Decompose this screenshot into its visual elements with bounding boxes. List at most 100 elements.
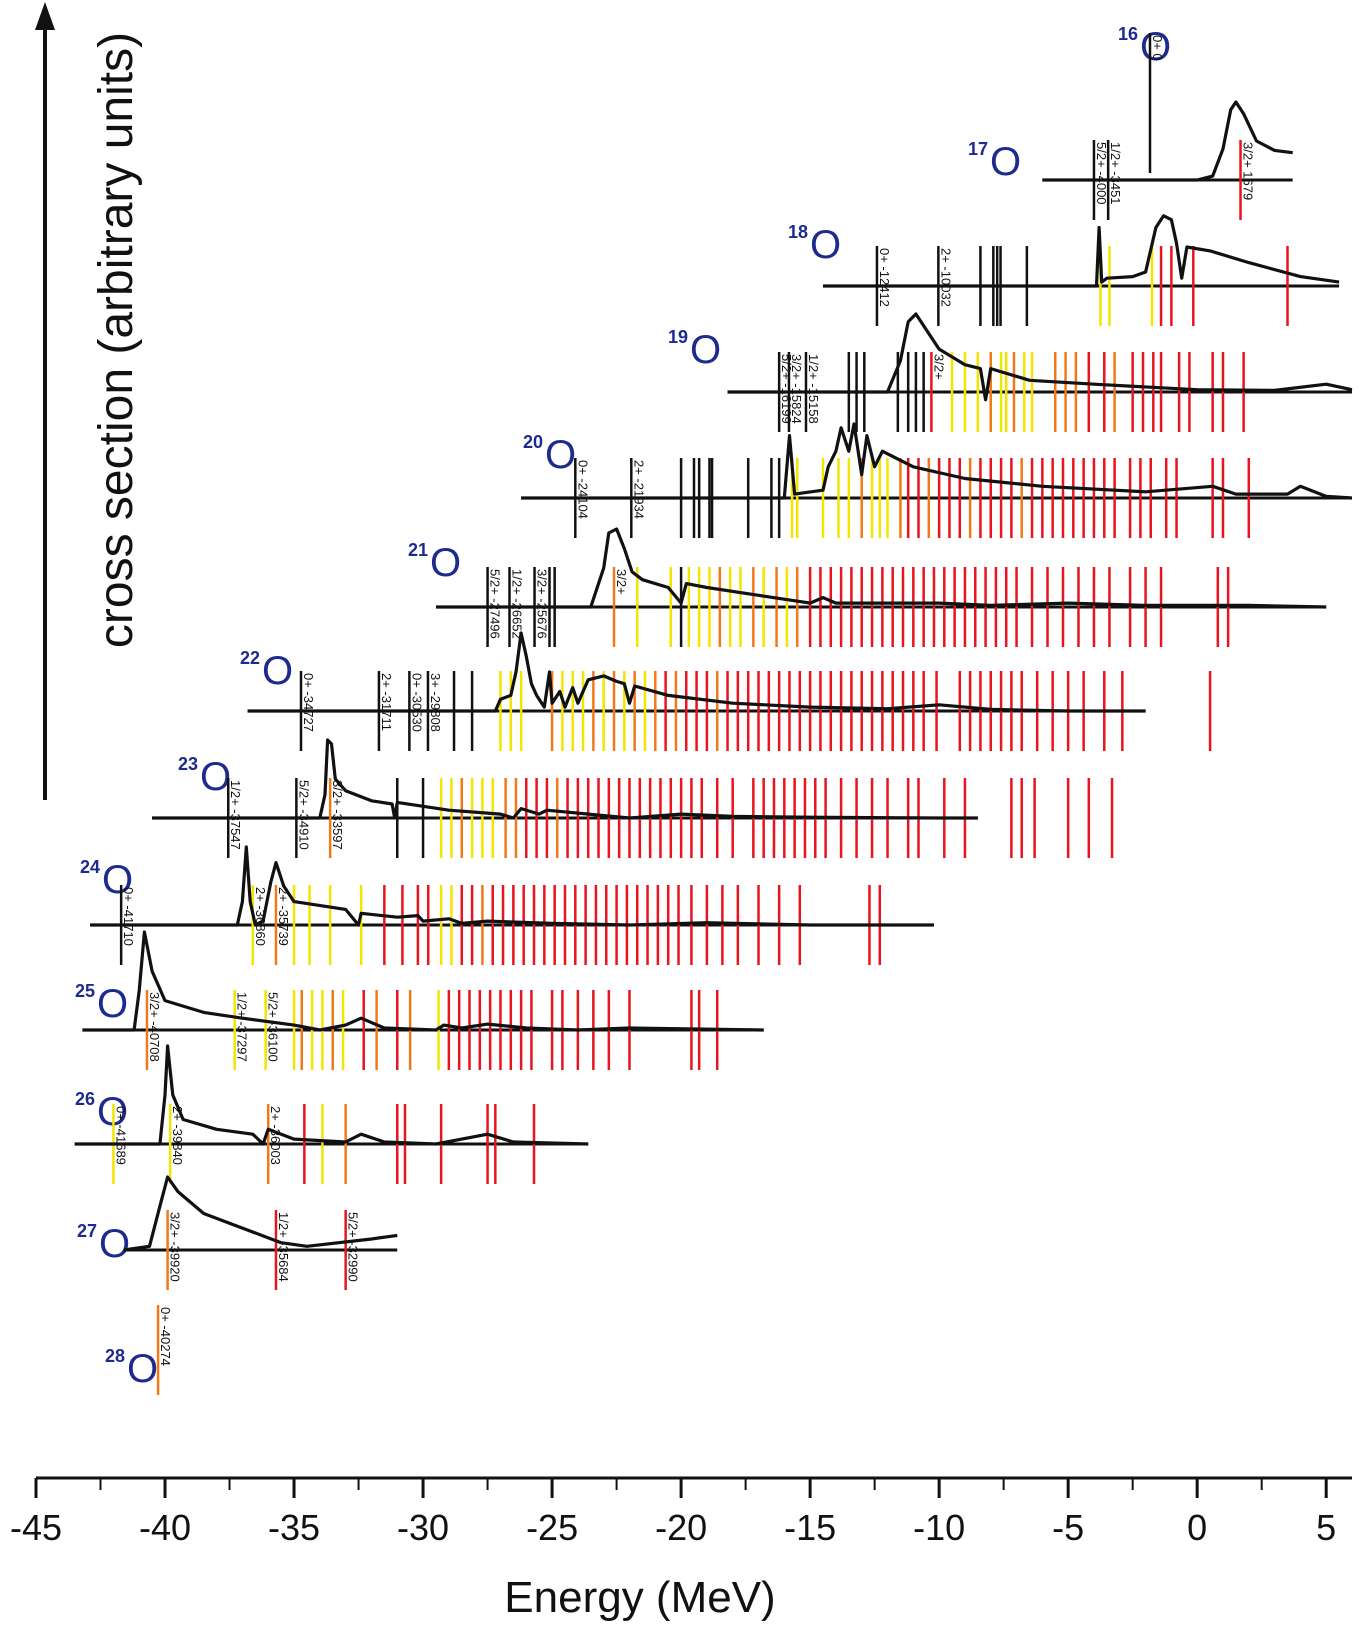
bound-state-label: 1/2+ -26652	[510, 569, 525, 639]
isotope-row-17: 17 O 3/2+ 1679 5/2+ -4000 1/2+ -3451	[968, 100, 1293, 220]
isotope-mass-number: 23	[178, 754, 198, 774]
bound-state-label: 1/2+ -37547	[228, 780, 243, 850]
isotope-symbol: O	[545, 433, 576, 477]
level-label: 2+ -36860	[253, 887, 268, 946]
isotope-symbol: O	[1140, 25, 1171, 69]
isotope-row-24: 24 O 2+ -36860 2+ -35739 0+ -41710	[80, 845, 934, 965]
isotope-row-21: 21 O 3/2+ 5/2+ -27496 1/2+ -26652 3/2+ -25676	[408, 527, 1327, 647]
bound-state-label: 5/2+ -4000	[1094, 142, 1109, 205]
x-axis: -45 -40 -35 -30 -25 -20 -15 -10 -5 0 5 Energy (MeV…	[10, 1476, 1352, 1622]
isotope-mass-number: 20	[523, 432, 543, 452]
isotope-mass-number: 18	[788, 222, 808, 242]
bound-state-label: 2+ -10032	[938, 248, 953, 307]
cross-section-curve	[247, 631, 1146, 713]
isotope-row-23: 23 O 3/2+ -33597 1/2+ -37547 5/2+ -34910	[152, 738, 1114, 858]
x-axis-ticks: -45 -40 -35 -30 -25 -20 -15 -10 -5 0 5	[10, 1478, 1336, 1548]
cross-section-curve	[123, 1175, 398, 1252]
bound-state-label: 1/2+ -3451	[1108, 142, 1123, 205]
bound-state-label: 5/2+ -34910	[296, 780, 311, 850]
isotope-symbol: O	[262, 649, 293, 693]
isotope-row-25: 25 O 3/2+ -40708 1/2+ -37297 5/2+ -36100	[75, 930, 764, 1070]
isotope-mass-number: 21	[408, 540, 428, 560]
level-label: 2+ -36003	[268, 1106, 283, 1165]
bound-state-label: 5/2+ -16199	[779, 354, 794, 424]
x-tick-label: -10	[913, 1507, 965, 1548]
bound-state-label: 3/2+ -15824	[789, 354, 804, 424]
level-label: 3/2+ -39920	[168, 1212, 183, 1282]
cross-section-curve	[436, 527, 1327, 609]
x-tick-label: -25	[526, 1507, 578, 1548]
isotope-symbol: O	[990, 140, 1021, 184]
cross-section-curve	[74, 1044, 589, 1146]
bound-state-label: 3/2+ -25676	[535, 569, 550, 639]
x-tick-label: -45	[10, 1507, 62, 1548]
x-tick-label: -30	[397, 1507, 449, 1548]
level-label: 0+ -40274	[158, 1307, 173, 1366]
isotope-mass-number: 22	[240, 648, 260, 668]
level-label: 3/2+	[931, 354, 946, 380]
x-axis-label: Energy (MeV)	[504, 1573, 775, 1622]
cross-section-curve	[521, 422, 1353, 500]
bound-state-label: 0+ 0	[1150, 35, 1165, 61]
level-label: 3/2+ 1679	[1241, 142, 1256, 200]
bound-state-label: 0+ -30530	[409, 673, 424, 732]
isotope-symbol: O	[97, 982, 128, 1026]
isotope-mass-number: 16	[1118, 24, 1138, 44]
level-label: 3/2+ -40708	[147, 992, 162, 1062]
bound-state-label: 2+ -21934	[631, 460, 646, 519]
isotope-symbol: O	[690, 328, 721, 372]
level-label: 3/2+ -33597	[330, 780, 345, 850]
cross-section-curve	[727, 312, 1353, 402]
level-label: 5/2+ -36100	[266, 992, 281, 1062]
isotope-mass-number: 26	[75, 1089, 95, 1109]
bound-state-label: 3+ -29808	[428, 673, 443, 732]
bound-state-label: 5/2+ -27496	[488, 569, 503, 639]
cross-section-curve	[82, 930, 764, 1032]
y-axis-label: cross section (arbitrary units)	[90, 32, 143, 648]
bound-state-label: 0+ -41710	[121, 887, 136, 946]
bound-state-label: 0+ -34727	[301, 673, 316, 732]
isotope-mass-number: 19	[668, 327, 688, 347]
isotope-row-18: 18 O 0+ -12412 2+ -10032	[788, 214, 1340, 326]
cross-section-curve	[152, 738, 978, 820]
isotope-row-22: 22 O 0+ -34727 2+ -31711 0+ -30530 3+ -29808	[240, 631, 1212, 751]
isotope-mass-number: 28	[105, 1346, 125, 1366]
isotope-symbol: O	[430, 541, 461, 585]
level-label: 5/2+ -32990	[346, 1212, 361, 1282]
x-tick-label: 5	[1316, 1507, 1336, 1548]
isotope-mass-number: 25	[75, 981, 95, 1001]
cross-section-curve	[1042, 100, 1293, 182]
level-label: 2+ -35739	[276, 887, 291, 946]
y-axis-arrow-head	[35, 2, 55, 30]
cross-section-curve	[90, 845, 934, 927]
isotope-mass-number: 27	[77, 1221, 97, 1241]
y-axis: cross section (arbitrary units)	[35, 2, 143, 800]
bound-state-label: 0+ -12412	[877, 248, 892, 307]
x-tick-label: -5	[1052, 1507, 1084, 1548]
bound-state-label: 1/2+ -15158	[806, 354, 821, 424]
isotope-row-28: 28 O0+ -40274	[105, 1305, 173, 1395]
isotope-symbol: O	[99, 1222, 130, 1266]
isotope-row-20: 20 O0+ -24104 2+ -21934	[521, 422, 1353, 538]
isotope-symbol: O	[127, 1347, 158, 1391]
isotope-mass-number: 17	[968, 139, 988, 159]
level-label: 1/2+ -37297	[235, 992, 250, 1062]
isotope-symbol: O	[102, 858, 133, 902]
level-label: 3/2+	[614, 569, 629, 595]
isotope-row-16: 16 O0+ 0	[1118, 24, 1171, 173]
isotope-row-27: 27 O 3/2+ -39920 1/2+ -35684 5/2+ -32990	[77, 1175, 398, 1290]
level-label: 1/2+ -35684	[276, 1212, 291, 1282]
x-tick-label: -35	[268, 1507, 320, 1548]
isotope-symbol: O	[810, 223, 841, 267]
x-tick-label: -20	[655, 1507, 707, 1548]
x-tick-label: -40	[139, 1507, 191, 1548]
isotope-mass-number: 24	[80, 857, 100, 877]
level-label: 0+ -41689	[113, 1106, 128, 1165]
level-label: 2+ -39840	[170, 1106, 185, 1165]
bound-state-label: 0+ -24104	[575, 460, 590, 519]
cross-section-curve	[823, 214, 1340, 288]
